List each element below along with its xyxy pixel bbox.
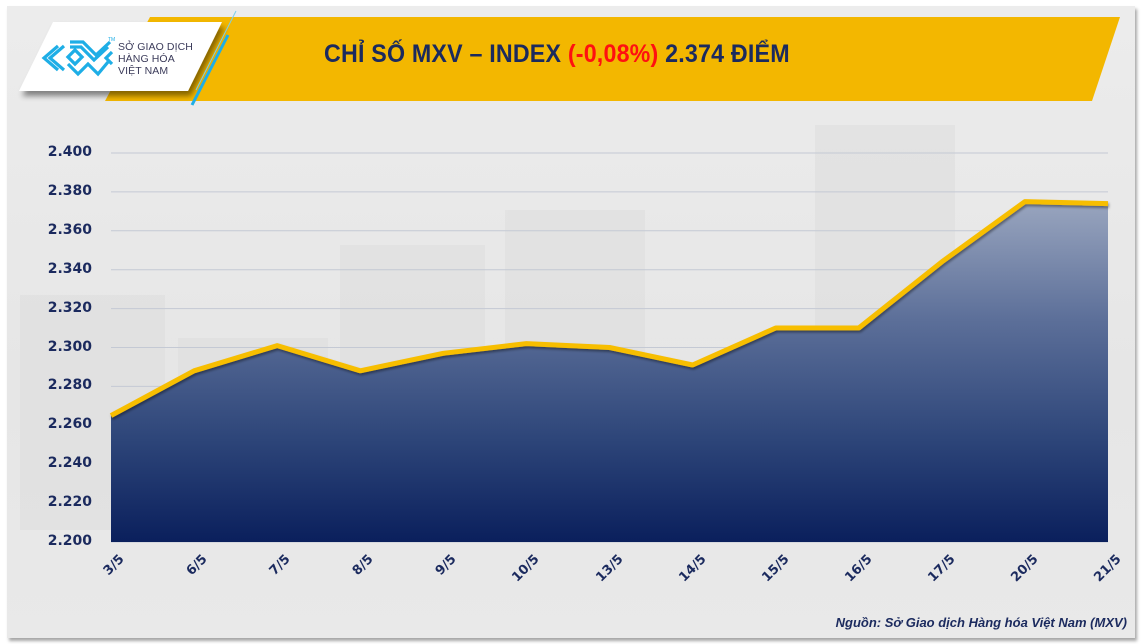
y-tick-label: 2.360 (47, 221, 92, 238)
logo-line: VIỆT NAM (118, 65, 169, 77)
y-tick-label: 2.400 (47, 144, 92, 160)
logo-text: SỞ GIAO DỊCH HÀNG HÓA VIỆT NAM (118, 41, 193, 77)
y-tick-label: 2.240 (47, 455, 92, 472)
logo-line: HÀNG HÓA (118, 53, 175, 65)
title-change-percent: (-0,08%) (567, 40, 659, 68)
y-tick-label: 2.200 (47, 533, 92, 549)
mxv-logo-icon (41, 40, 114, 77)
y-tick-label: 2.300 (47, 338, 92, 355)
title-banner (105, 17, 1120, 101)
y-tick-label: 2.280 (47, 377, 92, 394)
title-prefix: CHỈ SỐ MXV – INDEX (324, 40, 568, 68)
y-tick-label: 2.220 (47, 494, 92, 511)
y-tick-label: 2.320 (47, 299, 92, 316)
y-tick-label: 2.260 (47, 416, 92, 433)
area-fill (111, 201, 1108, 542)
page-title: CHỈ SỐ MXV – INDEX (-0,08%) 2.374 ĐIỂM (324, 40, 790, 69)
trademark-mark: TM (108, 37, 115, 43)
index-line (109, 199, 1109, 418)
y-tick-label: 2.380 (47, 182, 92, 199)
source-note: Nguồn: Sở Giao dịch Hàng hóa Việt Nam (M… (835, 615, 1127, 630)
header-banner: TM (19, 10, 1120, 106)
y-tick-label: 2.340 (47, 260, 92, 277)
title-value: 2.374 ĐIỂM (658, 40, 790, 68)
logo-plate (19, 22, 222, 91)
logo-line: SỞ GIAO DỊCH (118, 41, 193, 53)
